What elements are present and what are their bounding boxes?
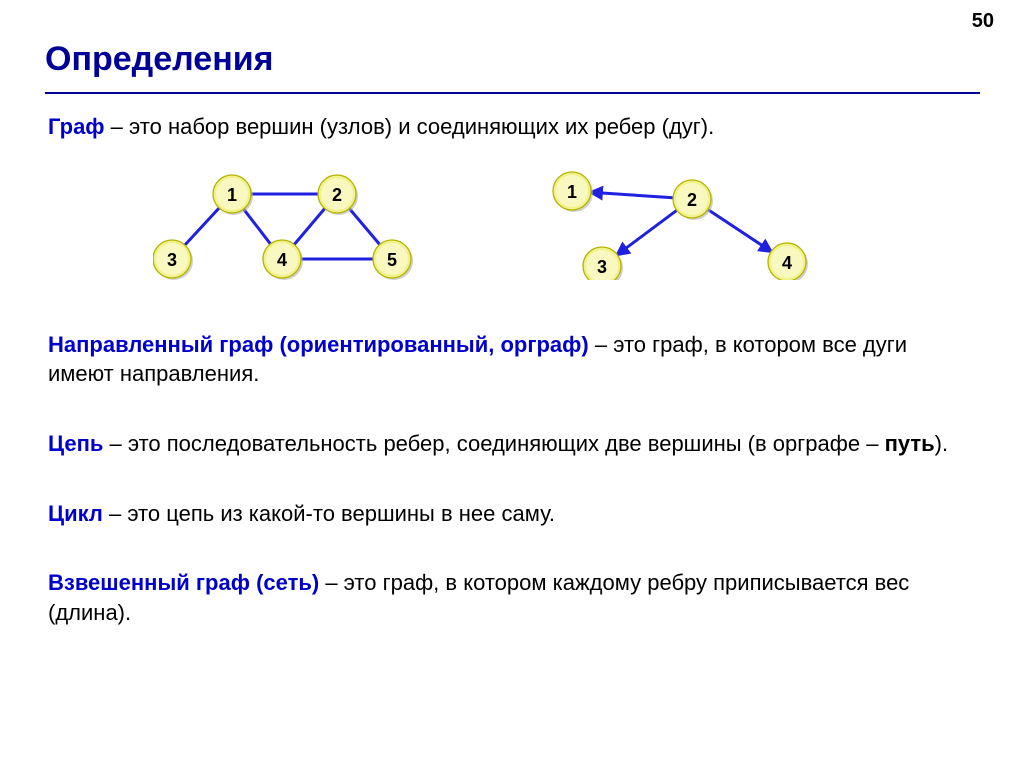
definition-chain: Цепь – это последовательность ребер, сое… — [48, 429, 978, 459]
graph-illustrations: 1 2 3 4 5 1 2 3 4 — [48, 150, 978, 300]
definition-cycle: Цикл – это цепь из какой-то вершины в не… — [48, 499, 978, 529]
graph-node-label: 2 — [687, 190, 697, 210]
text-cycle: – это цепь из какой-то вершины в нее сам… — [103, 501, 555, 526]
text-chain-a: – это последовательность ребер, соединяю… — [103, 431, 884, 456]
graph-directed: 1 2 3 4 — [523, 150, 843, 280]
definition-digraph: Направленный граф (ориентированный, оргр… — [48, 330, 978, 389]
graph-node-label: 2 — [332, 185, 342, 205]
graph-edge — [294, 208, 324, 244]
title-divider — [45, 92, 980, 94]
graph-node-label: 1 — [227, 185, 237, 205]
graph-edge — [708, 209, 771, 251]
graph-edge — [185, 208, 219, 245]
graph-node-label: 3 — [597, 257, 607, 277]
graph-undirected: 1 2 3 4 5 — [153, 150, 453, 280]
content-area: Граф – это набор вершин (узлов) и соедин… — [48, 112, 978, 668]
graph-edge — [591, 192, 673, 197]
term-weighted: Взвешенный граф (сеть) — [48, 570, 319, 595]
definition-weighted: Взвешенный граф (сеть) – это граф, в кот… — [48, 568, 978, 627]
graph-node-label: 4 — [277, 250, 287, 270]
term-cycle: Цикл — [48, 501, 103, 526]
term-graph: Граф — [48, 114, 105, 139]
graph-edge — [244, 209, 271, 244]
definition-graph: Граф – это набор вершин (узлов) и соедин… — [48, 112, 978, 142]
graph-node-label: 5 — [387, 250, 397, 270]
graph-node-label: 3 — [167, 250, 177, 270]
graph-edge — [617, 210, 677, 254]
page-title: Определения — [45, 40, 274, 79]
text-graph: – это набор вершин (узлов) и соединяющих… — [105, 114, 715, 139]
term-digraph: Направленный граф (ориентированный, оргр… — [48, 332, 589, 357]
text-chain-b: ). — [935, 431, 948, 456]
graph-edge — [349, 208, 379, 244]
page-number: 50 — [972, 10, 994, 33]
graph-node-label: 4 — [782, 253, 792, 273]
bold-path: путь — [885, 431, 935, 456]
graph-node-label: 1 — [567, 182, 577, 202]
term-chain: Цепь — [48, 431, 103, 456]
